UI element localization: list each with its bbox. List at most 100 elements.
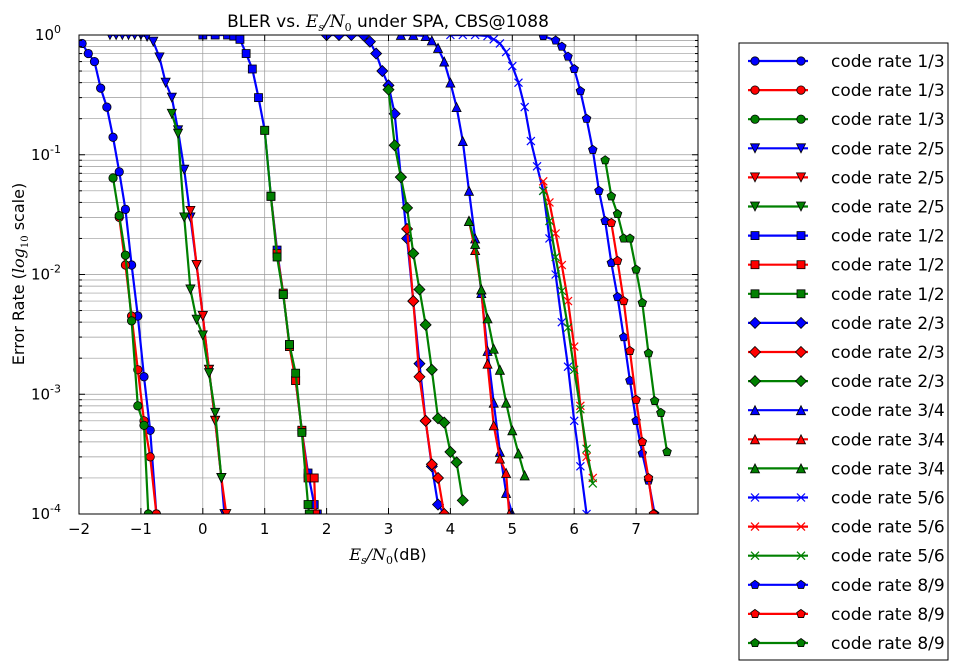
legend-label: code rate 5/6 (831, 489, 945, 509)
series-17 (538, 186, 598, 488)
legend-marker (750, 493, 760, 502)
legend-label: code rate 1/3 (831, 81, 945, 101)
data-point (145, 452, 155, 462)
legend-marker (750, 289, 760, 299)
legend-entry: code rate 1/2 (748, 227, 945, 247)
data-point (285, 340, 294, 349)
data-point (172, 128, 184, 140)
x-tick-label: 2 (322, 520, 332, 538)
data-point (401, 201, 414, 214)
legend-marker (794, 316, 808, 329)
legend-entry: code rate 1/3 (748, 81, 945, 101)
data-point (625, 233, 635, 243)
legend-marker (796, 638, 806, 648)
data-point (476, 284, 487, 295)
legend-marker (795, 201, 807, 212)
legend-entry: code rate 2/5 (748, 198, 945, 218)
axis-ticks (78, 35, 699, 515)
legend-marker (750, 522, 760, 532)
y-axis-label: Error Rate (log10 scale) (9, 183, 31, 365)
series-5 (166, 108, 227, 484)
data-point (520, 102, 530, 112)
data-point (488, 343, 499, 354)
legend-marker (795, 433, 807, 445)
data-point (519, 470, 530, 481)
data-point (311, 509, 320, 514)
legend-entry: code rate 2/3 (748, 343, 945, 363)
data-point (309, 473, 319, 483)
data-point (419, 318, 432, 331)
series-14 (463, 215, 530, 481)
legend-marker (750, 608, 760, 618)
data-point (291, 368, 301, 378)
data-point (160, 77, 171, 89)
legend-entry: code rate 2/3 (748, 314, 945, 334)
x-tick-label: −1 (130, 520, 152, 538)
data-point (625, 345, 635, 355)
legend-label: code rate 3/4 (831, 459, 945, 479)
data-point (507, 424, 518, 436)
legend-marker (796, 579, 806, 589)
data-point (445, 35, 455, 40)
data-point (102, 102, 112, 112)
legend-marker (749, 463, 761, 474)
data-point (588, 479, 598, 488)
data-point (114, 167, 124, 177)
data-point (191, 260, 202, 271)
data-point (139, 420, 149, 430)
legend-label: code rate 5/6 (831, 547, 945, 567)
data-point (656, 407, 666, 417)
data-point (643, 472, 654, 482)
legend-marker (796, 85, 806, 95)
legend-label: code rate 1/3 (831, 52, 945, 72)
legend-label: code rate 2/3 (831, 372, 945, 392)
data-point (551, 252, 561, 262)
data-point (501, 47, 511, 57)
data-point (538, 176, 548, 186)
legend-marker (750, 231, 760, 241)
data-point (332, 35, 346, 42)
data-point (526, 136, 536, 146)
data-point (606, 191, 617, 201)
data-point (235, 35, 245, 44)
series-layer (79, 35, 672, 514)
legend-entry: code rate 5/6 (748, 518, 945, 538)
series-line (610, 222, 655, 514)
legend-marker (796, 608, 806, 618)
data-point (594, 185, 604, 195)
data-point (185, 284, 196, 295)
data-point (458, 35, 468, 40)
data-point (494, 364, 506, 375)
data-point (166, 92, 177, 104)
legend-label: code rate 5/6 (831, 518, 945, 538)
legend-entry: code rate 3/4 (748, 430, 945, 450)
series-2 (108, 173, 153, 514)
data-point (120, 204, 131, 214)
series-15 (445, 35, 592, 514)
series-19 (606, 217, 659, 514)
data-point (357, 35, 370, 42)
x-tick-label: 3 (384, 520, 394, 538)
legend-label: code rate 2/5 (831, 168, 945, 188)
data-point (488, 419, 499, 431)
legend-entry: code rate 8/9 (748, 634, 945, 654)
data-point (254, 93, 263, 103)
data-point (96, 83, 106, 93)
data-point (297, 428, 307, 437)
data-point (575, 461, 585, 471)
legend-entry: code rate 3/4 (748, 459, 945, 479)
data-point (637, 297, 648, 307)
legend-marker (795, 143, 807, 154)
legend-entry: code rate 5/6 (748, 489, 945, 509)
data-point (304, 509, 314, 514)
y-tick-labels: 100 10-1 10-2 10-3 10-4 (31, 23, 61, 523)
data-point (569, 64, 579, 74)
data-point (382, 83, 395, 96)
data-point (345, 35, 358, 42)
data-point (563, 323, 573, 333)
legend: code rate 1/3 code rate 1/3 code rate 1/3 c… (738, 42, 949, 661)
y-tick-label: 10-3 (31, 382, 61, 403)
x-tick-label: 6 (569, 520, 579, 538)
legend-entry: code rate 2/5 (748, 139, 945, 159)
data-point (113, 35, 119, 41)
